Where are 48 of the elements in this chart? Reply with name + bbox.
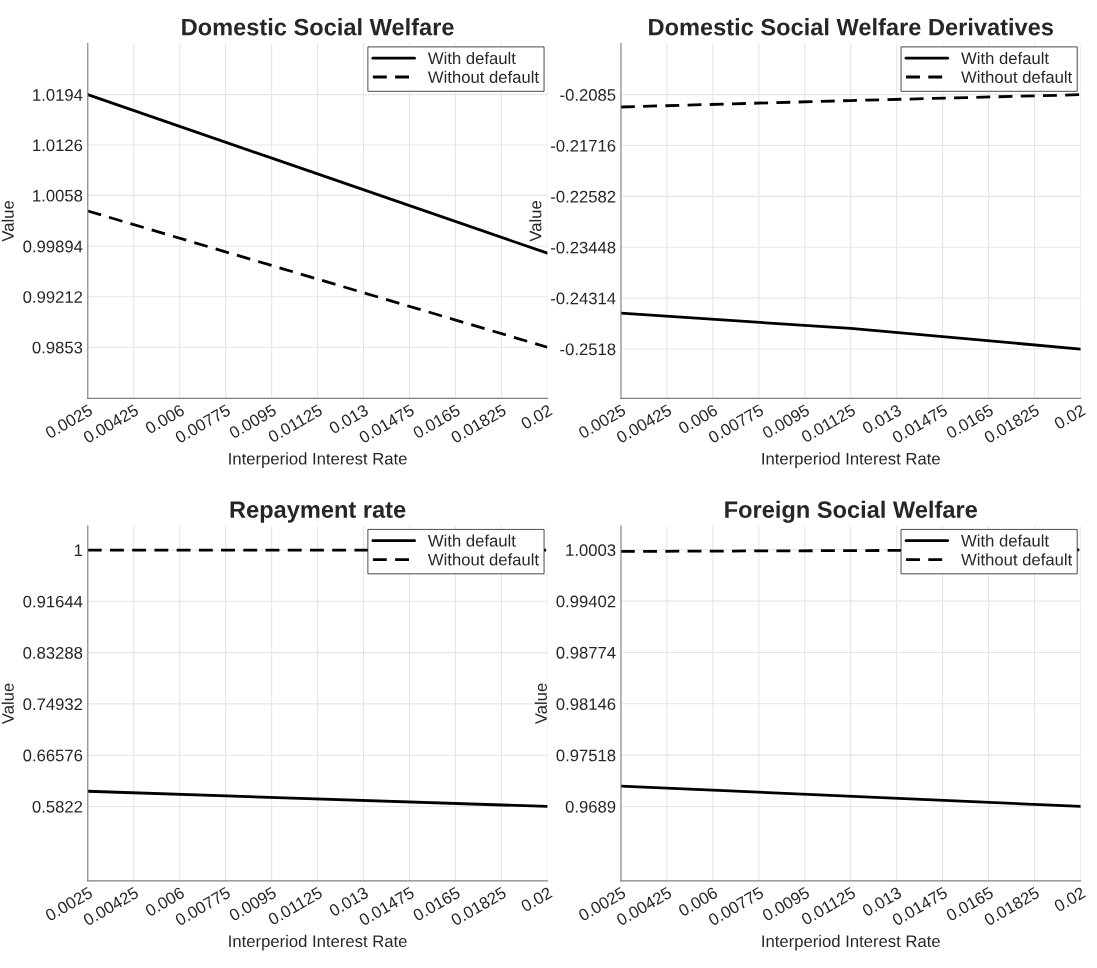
y-tick-label: 0.91644 <box>23 595 83 608</box>
y-axis-title: Value <box>1 683 14 725</box>
y-tick-label: -0.23448 <box>551 241 616 254</box>
legend-label: Without default <box>961 70 1073 84</box>
x-tick-label: 0.02 <box>520 404 553 430</box>
x-axis-title: Interperiod Interest Rate <box>229 934 407 951</box>
y-tick-label: -0.22582 <box>551 190 616 203</box>
x-axis-title: Interperiod Interest Rate <box>762 934 940 951</box>
y-axis-title: Value <box>534 683 547 725</box>
chart-title: Repayment rate <box>230 501 406 523</box>
y-tick-label: 0.98146 <box>556 698 616 711</box>
legend-label: With default <box>961 51 1049 65</box>
y-tick-label: 0.83288 <box>23 647 83 659</box>
y-tick-label: 1 <box>74 544 83 557</box>
y-tick-label: 1.0058 <box>33 189 83 202</box>
y-tick-label: -0.24314 <box>551 292 616 305</box>
y-tick-label: 0.99402 <box>556 595 616 608</box>
chart-title: Domestic Social Welfare <box>182 18 454 36</box>
x-axis-title: Interperiod Interest Rate <box>229 452 407 468</box>
legend-label: With default <box>427 51 516 65</box>
x-tick-label: 0.02 <box>1053 404 1086 430</box>
x-tick-label: 0.02 <box>1053 886 1086 913</box>
y-tick-label: 0.66576 <box>23 749 83 762</box>
y-tick-label: 1.0003 <box>566 544 616 556</box>
y-axis-title: Value <box>1 201 14 242</box>
legend-label: With default <box>961 534 1049 547</box>
y-tick-label: -0.21716 <box>551 139 616 152</box>
y-tick-label: 0.98774 <box>556 646 616 659</box>
chart-title: Foreign Social Welfare <box>725 500 977 523</box>
y-tick-label: -0.2085 <box>560 89 616 101</box>
y-tick-label: 0.5822 <box>32 800 83 813</box>
legend-label: With default <box>427 534 516 547</box>
y-tick-label: 0.74932 <box>23 698 83 711</box>
x-tick-label: 0.02 <box>520 886 553 913</box>
legend-label: Without default <box>961 553 1073 566</box>
legend-label: Without default <box>427 553 539 566</box>
y-axis-title: Value <box>529 201 542 242</box>
y-tick-label: 0.9853 <box>32 341 83 354</box>
y-tick-label: 0.9689 <box>565 800 616 813</box>
x-axis-title: Interperiod Interest Rate <box>762 452 940 468</box>
y-tick-label: -0.2518 <box>560 343 616 356</box>
y-tick-label: 0.99894 <box>23 240 83 253</box>
legend-label: Without default <box>427 70 539 84</box>
y-tick-label: 1.0126 <box>33 139 83 152</box>
y-tick-label: 0.97518 <box>556 749 616 762</box>
y-tick-label: 0.99212 <box>23 291 83 303</box>
chart-title: Domestic Social Welfare Derivatives <box>649 18 1053 36</box>
y-tick-label: 1.0194 <box>33 89 83 101</box>
